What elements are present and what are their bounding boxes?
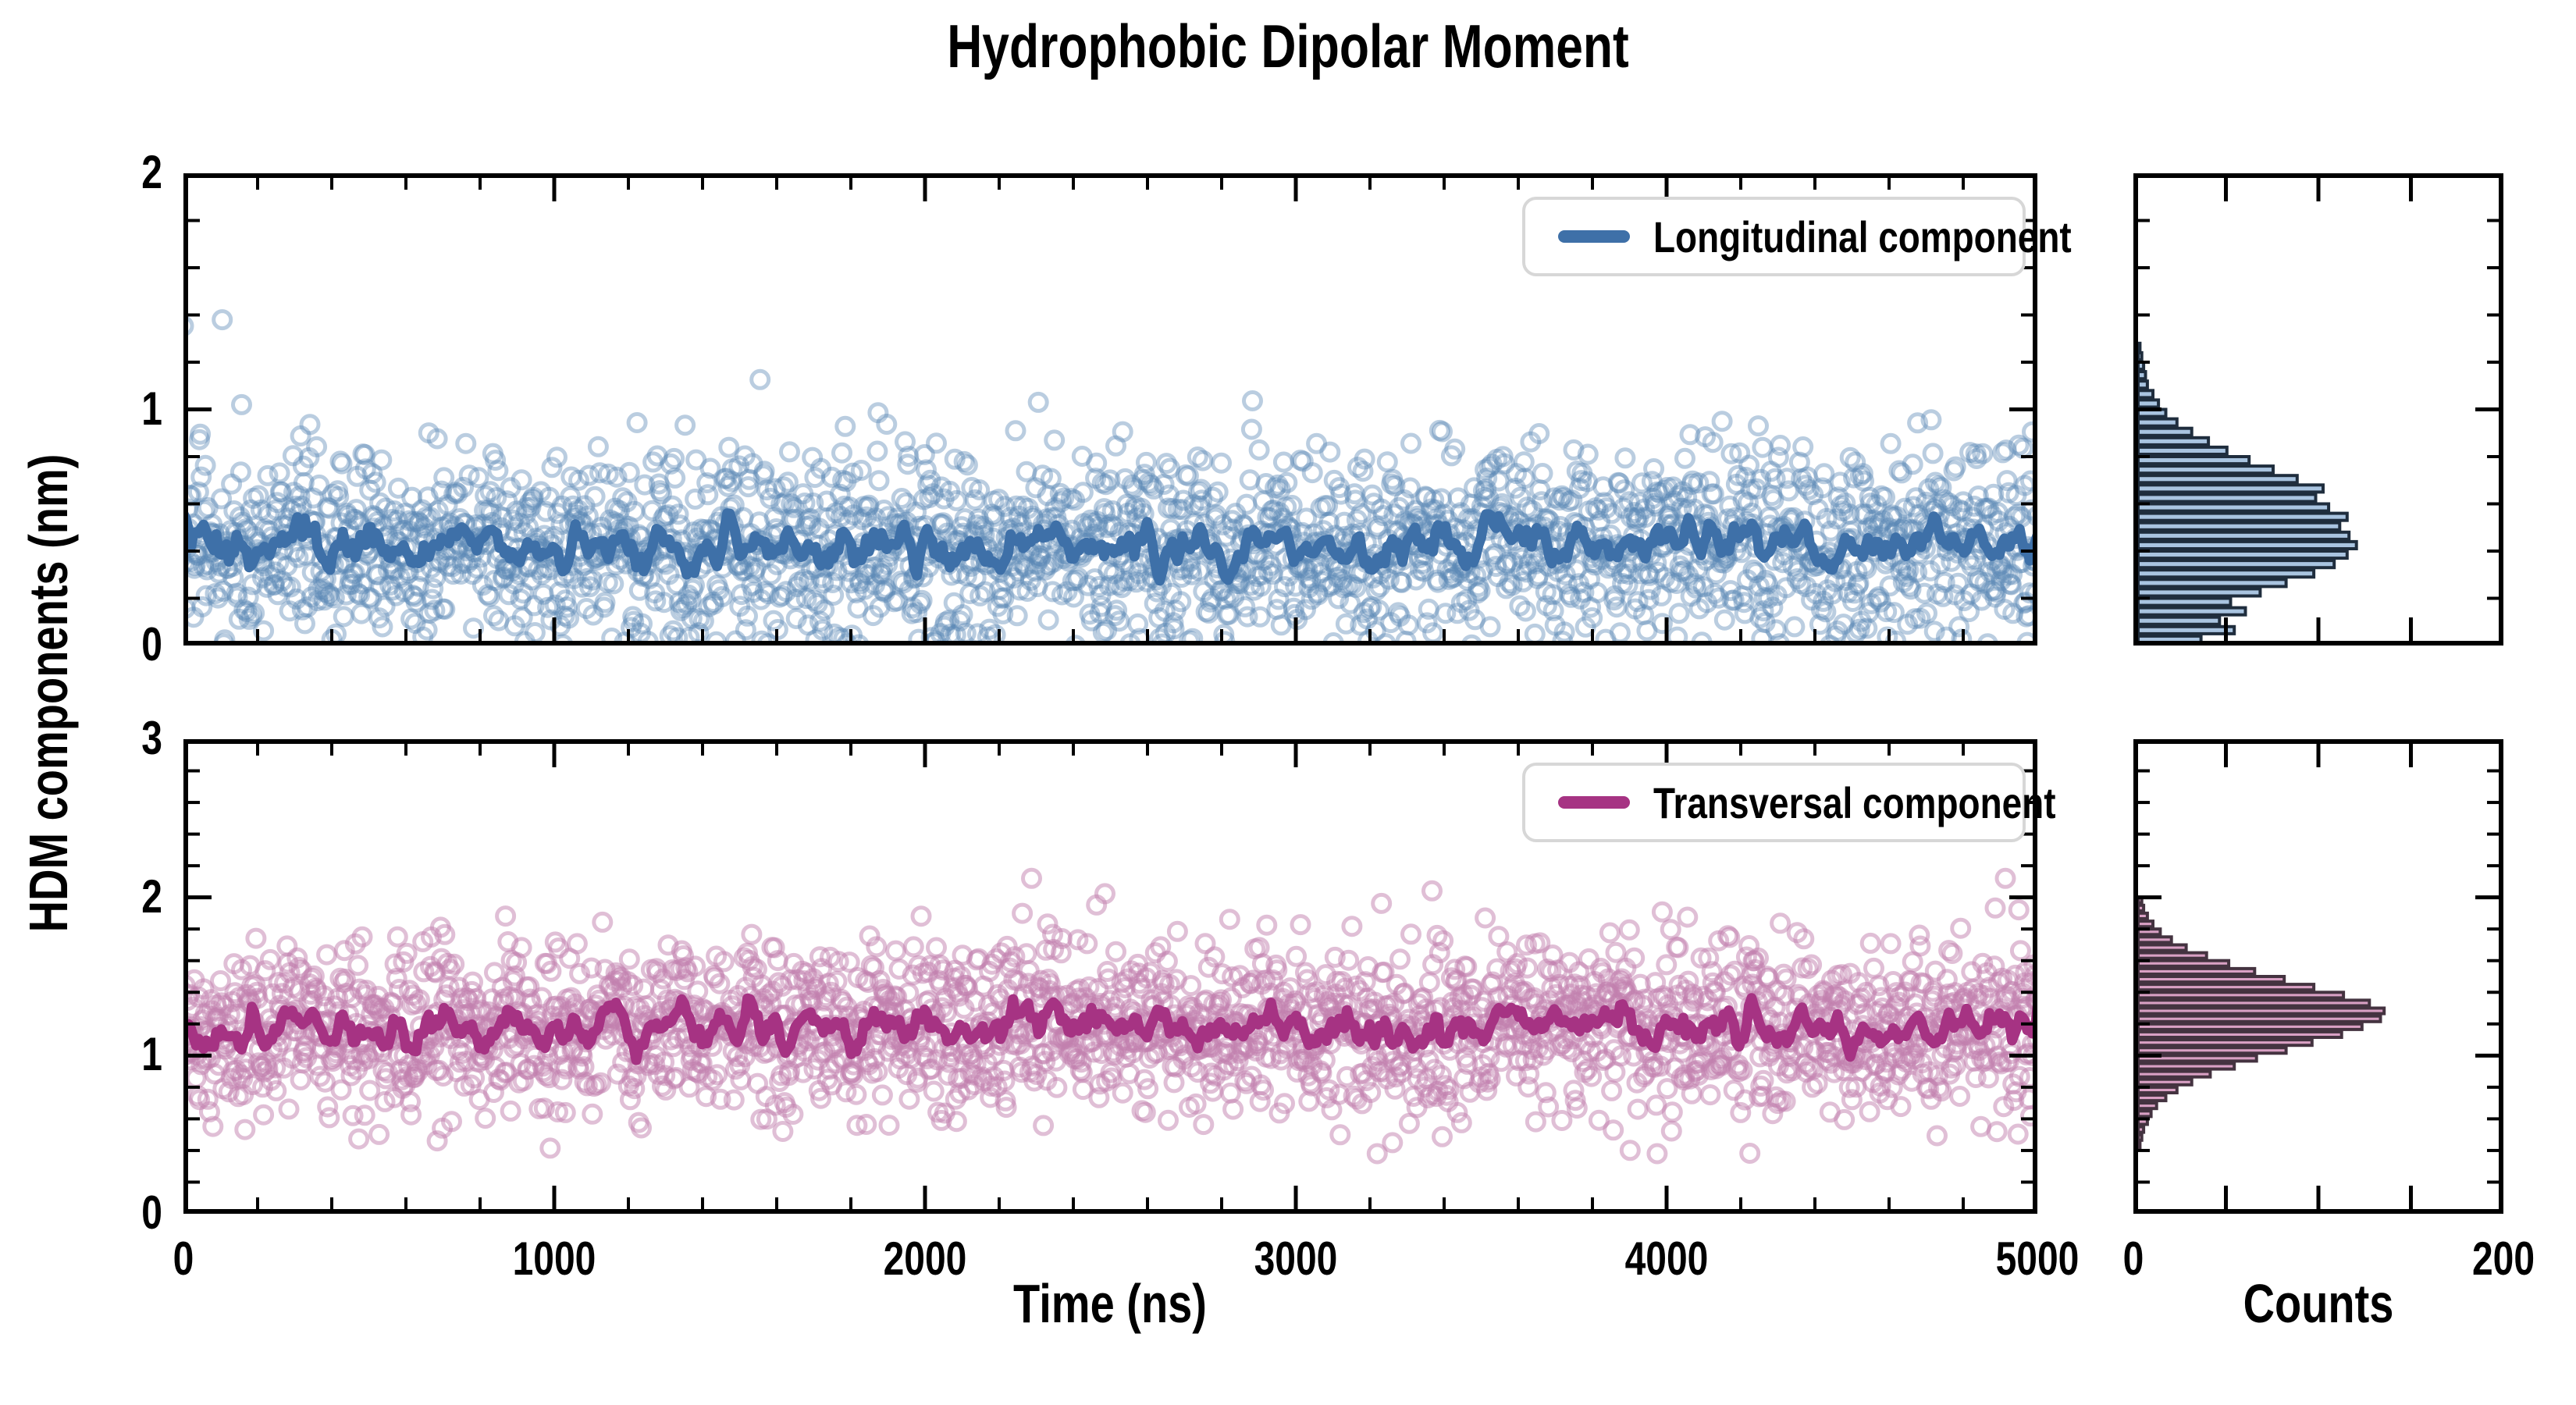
y-tick-label-bottom-3: 3 <box>141 712 162 764</box>
counts-tick-label-0: 0 <box>2122 1232 2144 1285</box>
figure-title: Hydrophobic Dipolar Moment <box>947 12 1629 80</box>
y-axis-label: HDM components (nm) <box>18 454 79 933</box>
y-tick-label-bottom-0: 0 <box>141 1186 162 1239</box>
running-mean-line <box>183 993 2037 1065</box>
y-ticks <box>2138 219 2499 600</box>
legend-longitudinal: Longitudinal component <box>1522 197 2072 276</box>
histogram-bars <box>2137 341 2358 646</box>
legend-label-longitudinal: Longitudinal component <box>1653 212 2072 261</box>
longitudinal-histogram <box>2133 173 2503 646</box>
counts-tick-label-200: 200 <box>2471 1232 2535 1285</box>
y-tick-label-top-2: 2 <box>141 146 162 198</box>
legend-line-swatch-transversal <box>1558 796 1630 809</box>
running-mean-line <box>183 508 2037 586</box>
scatter-points <box>183 309 2037 646</box>
y-ticks <box>188 219 2033 600</box>
legend-line-swatch-longitudinal <box>1558 230 1630 243</box>
x-tick-label-4000: 4000 <box>1624 1232 1709 1285</box>
counts-axis-label: Counts <box>2243 1273 2394 1334</box>
x-axis-label: Time (ns) <box>1013 1273 1207 1334</box>
legend-label-transversal: Transversal component <box>1653 777 2056 827</box>
x-tick-label-3000: 3000 <box>1254 1232 1338 1285</box>
y-tick-label-top-1: 1 <box>141 382 162 435</box>
y-ticks <box>2138 769 2499 1184</box>
x-tick-label-2000: 2000 <box>883 1232 967 1285</box>
longitudinal-timeseries-plot <box>183 173 2037 646</box>
y-tick-label-top-0: 0 <box>141 618 162 670</box>
y-tick-label-bottom-1: 1 <box>141 1028 162 1081</box>
hist-x-ticks <box>2224 744 2413 1209</box>
x-tick-label-5000: 5000 <box>1995 1232 2080 1285</box>
x-ticks <box>256 178 1965 641</box>
transversal-timeseries-plot <box>183 739 2037 1214</box>
legend-transversal: Transversal component <box>1522 763 2056 842</box>
y-tick-label-bottom-2: 2 <box>141 870 162 923</box>
x-tick-label-0: 0 <box>173 1232 194 1285</box>
y-ticks <box>188 769 2033 1184</box>
transversal-histogram <box>2133 739 2503 1214</box>
x-tick-label-1000: 1000 <box>512 1232 596 1285</box>
histogram-bars <box>2137 895 2386 1150</box>
hist-x-ticks <box>2224 178 2413 641</box>
